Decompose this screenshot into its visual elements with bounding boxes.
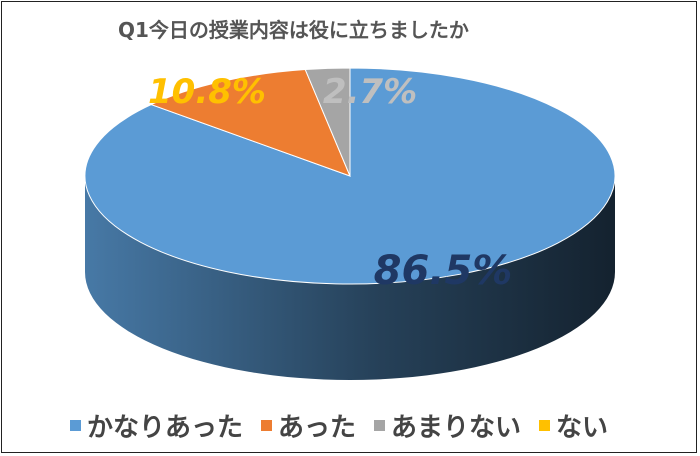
- legend-label-amari-nai: あまりない: [391, 412, 522, 443]
- legend-item-amari-nai: あまりない: [374, 407, 521, 444]
- legend-swatch-amari-nai: [374, 419, 386, 431]
- legend-swatch-atta: [261, 419, 273, 431]
- legend-label-atta: あった: [278, 412, 357, 443]
- pie-slice-amari-nai: [304, 67, 351, 177]
- data-label-atta: 10.8%: [148, 72, 266, 112]
- legend-item-nai: ない: [539, 407, 608, 444]
- pie-slice-atta: [149, 69, 351, 177]
- legend-item-kanari-atta: かなりあった: [70, 407, 243, 444]
- pie-side-wall: [85, 176, 615, 380]
- legend-swatch-kanari-atta: [70, 419, 81, 431]
- data-label-amari-nai: 2.7%: [323, 72, 417, 112]
- legend-label-nai: ない: [556, 412, 609, 443]
- legend-swatch-nai: [539, 419, 551, 431]
- legend-label-kanari-atta: かなりあった: [87, 412, 244, 443]
- data-label-kanari-atta: 86.5%: [374, 248, 513, 294]
- legend-item-atta: あった: [261, 407, 356, 444]
- chart-title: Q1今日の授業内容は役に立ちましたか: [118, 18, 469, 42]
- chart-legend: かなりあった あった あまりない ない: [70, 407, 608, 443]
